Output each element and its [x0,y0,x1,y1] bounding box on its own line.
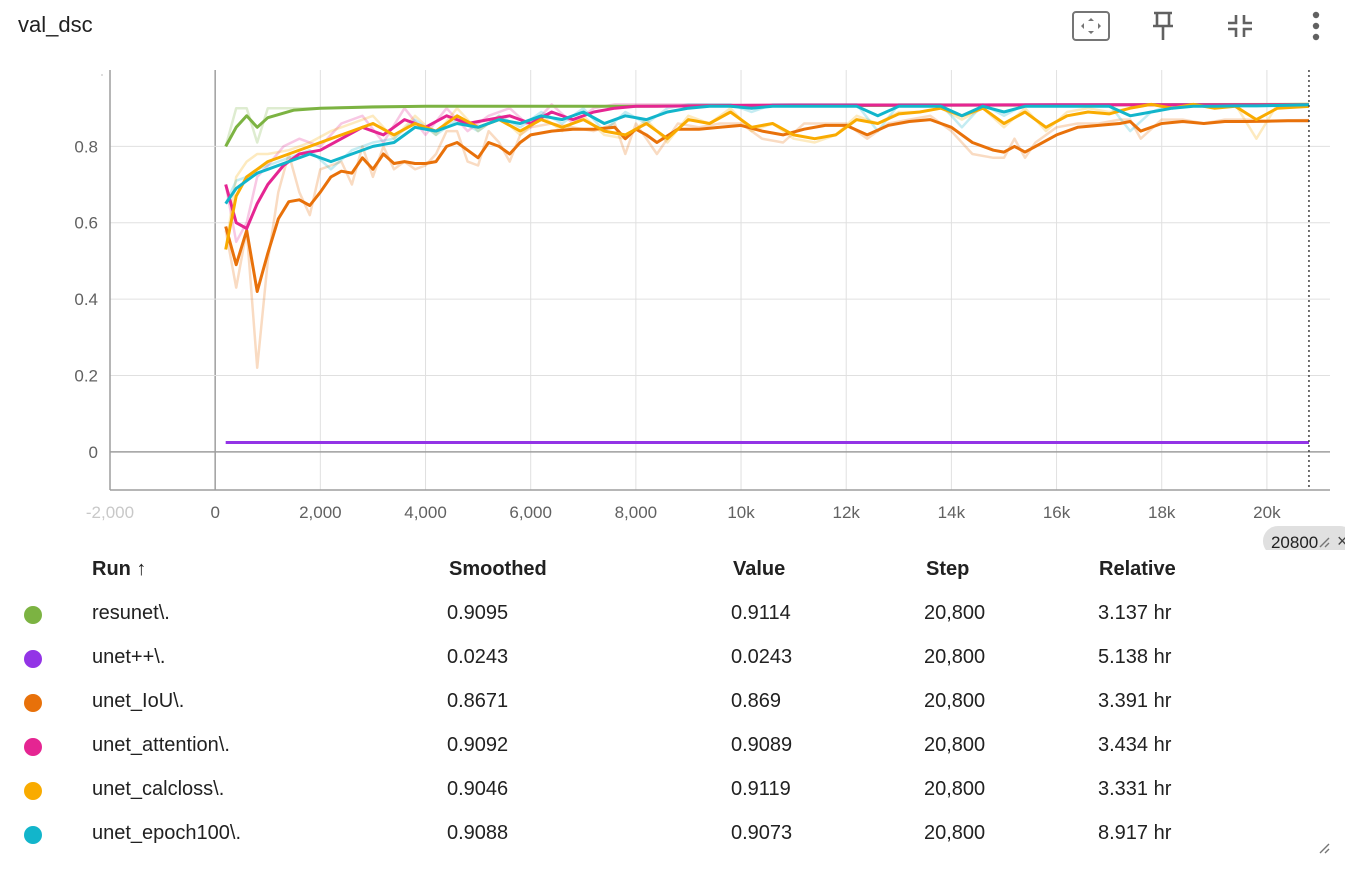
table-row[interactable]: unet_attention\. 0.9092 0.9089 20,800 3.434 … [0,724,1345,768]
x-tick-label: 16k [1043,503,1071,522]
cell-value: 0.9089 [731,734,793,756]
cursor-close-icon[interactable]: × [1337,531,1345,550]
y-tick-label: 0.2 [74,366,98,385]
header-step[interactable]: Step [926,558,970,580]
series-line-2[interactable] [224,118,1310,293]
table-resize-handle-icon[interactable] [1318,842,1330,854]
cell-relative: 3.137 hr [1098,602,1172,624]
cell-relative: 3.391 hr [1098,690,1172,712]
more-options-button[interactable] [1296,8,1336,44]
table-row[interactable]: unet_IoU\. 0.8671 0.869 20,800 3.391 hr [0,680,1345,724]
cell-relative: 5.138 hr [1098,646,1172,668]
cell-run: unet++\. [92,646,166,668]
cell-relative: 8.917 hr [1098,822,1172,844]
run-color-dot [24,606,42,624]
cell-smoothed: 0.9088 [447,822,509,844]
cell-run: unet_calcloss\. [92,778,225,800]
cell-relative: 3.331 hr [1098,778,1172,800]
x-tick-label: 12k [832,503,860,522]
run-color-dot [24,694,42,712]
more-vert-icon [1312,11,1320,41]
cell-run: resunet\. [92,602,170,624]
step-cursor: 20800 × [1262,70,1345,550]
series-line-5[interactable] [224,103,1310,205]
x-tick-label: 2,000 [299,503,342,522]
cell-step: 20,800 [924,734,986,756]
cell-smoothed: 0.9095 [447,602,509,624]
table-row[interactable]: unet_epoch100\. 0.9088 0.9073 20,800 8.917 h… [0,812,1345,856]
y-tick-label: 0 [89,443,98,462]
card-title: val_dsc [18,12,93,37]
series-raw-line-2 [224,114,1310,370]
run-color-dot [24,782,42,800]
cell-run: unet_attention\. [92,734,230,756]
run-color-dot [24,650,42,668]
x-tick-label: 18k [1148,503,1176,522]
cell-step: 20,800 [924,646,986,668]
pin-icon [1153,11,1173,40]
header-relative[interactable]: Relative [1099,558,1176,580]
x-tick-label: 10k [727,503,755,522]
resize-handle-icon[interactable] [1318,536,1330,548]
fit-domain-button[interactable] [1071,8,1111,44]
table-row[interactable]: unet++\. 0.0243 0.0243 20,800 5.138 hr [0,636,1345,680]
cell-step: 20,800 [924,822,986,844]
cursor-chip[interactable] [1262,526,1345,550]
table-row[interactable]: resunet\. 0.9095 0.9114 20,800 3.137 hr [0,592,1345,636]
header-smoothed[interactable]: Smoothed [449,558,547,580]
pin-button[interactable] [1143,8,1183,44]
fit-domain-icon [1072,11,1110,41]
cell-relative: 3.434 hr [1098,734,1172,756]
header-value[interactable]: Value [733,558,786,580]
table-row[interactable]: unet_calcloss\. 0.9046 0.9119 20,800 3.331 h… [0,768,1345,812]
cell-step: 20,800 [924,778,986,800]
y-tick-label: 0.6 [74,214,98,233]
cell-smoothed: 0.9046 [447,778,509,800]
cell-value: 0.9073 [731,822,793,844]
y-tick-label: 0.4 [74,290,98,309]
cell-smoothed: 0.0243 [447,646,509,668]
collapse-icon [1228,15,1252,37]
x-tick-label: 20k [1253,503,1281,522]
series-group [224,102,1310,444]
cell-value: 0.9119 [731,778,791,800]
x-tick-label: 6,000 [509,503,552,522]
header-run[interactable]: Run ↑ [92,558,147,580]
x-tick-label: 0 [210,503,219,522]
run-color-dot [24,826,42,844]
run-color-dot [24,738,42,756]
cell-run: unet_IoU\. [92,690,185,712]
x-tick-label: 4,000 [404,503,447,522]
cell-run: unet_epoch100\. [92,822,242,844]
cell-value: 0.9114 [731,602,791,624]
x-tick-label: 14k [938,503,966,522]
y-tick-label: 0.8 [74,137,98,156]
line-chart[interactable]: -2,000 0 2,000 4,000 6,000 8,000 10k 12k 14k 16k 1… [0,60,1345,550]
x-axis-ticks: -2,000 0 2,000 4,000 6,000 8,000 10k 12k 14k 16k 1… [86,503,1281,522]
x-tick-label: 8,000 [615,503,658,522]
y-axis-ticks: 0 0.2 0.4 0.6 0.8 [74,137,98,461]
cell-smoothed: 0.9092 [447,734,509,756]
series-line-4[interactable] [224,102,1310,250]
cursor-label: 20800 [1271,533,1318,550]
cell-value: 0.869 [731,690,782,712]
x-tick-label: -2,000 [86,503,134,522]
cell-value: 0.0243 [731,646,793,668]
cell-step: 20,800 [924,690,986,712]
collapse-button[interactable] [1220,8,1260,44]
grid-lines [101,70,1330,490]
cell-smoothed: 0.8671 [447,690,509,712]
cell-step: 20,800 [924,602,986,624]
